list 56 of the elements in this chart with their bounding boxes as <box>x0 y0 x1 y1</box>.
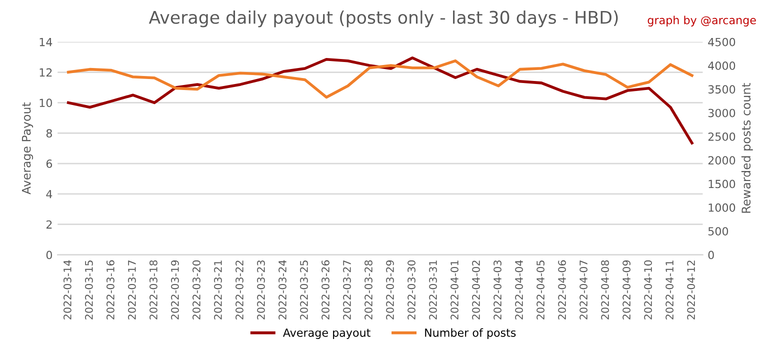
line-series <box>66 59 694 99</box>
x-tick-label: 2022-04-05 <box>536 260 544 320</box>
y2-tick-label: 2500 <box>708 132 736 141</box>
x-tick-label: 2022-03-29 <box>386 260 394 320</box>
y-tick-label: 4 <box>46 190 52 198</box>
x-tick-label: 2022-03-17 <box>128 260 136 320</box>
x-tick-label: 2022-04-06 <box>558 260 566 320</box>
y-tick-label: 14 <box>40 38 52 46</box>
x-tick-label: 2022-03-22 <box>236 260 244 320</box>
x-tick-label: 2022-04-02 <box>472 260 480 320</box>
x-tick-label: 2022-04-08 <box>601 260 609 320</box>
x-tick-label: 2022-03-18 <box>150 260 158 320</box>
y2-tick-label: 4000 <box>708 62 736 70</box>
y2-tick-label: 1000 <box>708 203 736 212</box>
y2-tick-label: 2000 <box>708 156 736 165</box>
x-tick-label: 2022-03-30 <box>408 260 416 320</box>
y-tick-label: 8 <box>46 129 52 138</box>
y-axis-title: Average Payout <box>22 102 34 194</box>
y2-tick-label: 3500 <box>708 85 736 94</box>
x-tick-label: 2022-04-11 <box>666 260 674 320</box>
y-tick-label: 2 <box>46 220 52 229</box>
x-tick-label: 2022-03-15 <box>85 260 93 320</box>
x-tick-label: 2022-03-28 <box>364 260 372 320</box>
y-tick-label: 6 <box>46 160 52 168</box>
x-tick-label: 2022-04-09 <box>622 260 630 320</box>
chart-title: Average daily payout (posts only - last 30 days - HBD) <box>148 10 618 28</box>
x-tick-label: 2022-03-20 <box>192 260 200 320</box>
x-tick-label: 2022-03-27 <box>343 260 351 320</box>
x-tick-label: 2022-03-19 <box>171 260 179 320</box>
y2-tick-label: 500 <box>708 227 728 236</box>
x-tick-label: 2022-04-12 <box>687 260 695 320</box>
y-tick-label: 0 <box>46 250 52 260</box>
x-tick-label: 2022-04-07 <box>580 260 588 320</box>
y2-tick-label: 1500 <box>708 180 736 188</box>
y2-tick-label: 0 <box>708 250 714 260</box>
y2-tick-label: 4500 <box>708 38 736 46</box>
legend-label: Number of posts <box>425 328 516 339</box>
x-tick-label: 2022-04-10 <box>644 260 652 320</box>
x-tick-label: 2022-03-24 <box>278 260 286 320</box>
y-tick-label: 12 <box>40 68 52 77</box>
x-tick-label: 2022-03-25 <box>300 260 308 320</box>
x-tick-label: 2022-03-31 <box>429 260 437 320</box>
x-tick-label: 2022-04-04 <box>515 260 523 320</box>
x-tick-label: 2022-03-21 <box>214 260 222 320</box>
legend-label: Average payout <box>282 328 370 339</box>
y2-tick-label: 3000 <box>708 108 736 118</box>
x-tick-label: 2022-03-26 <box>322 260 330 320</box>
x-tick-label: 2022-03-16 <box>106 260 114 320</box>
y-tick-label: 10 <box>40 98 52 108</box>
y2-axis-title: Rewarded posts count <box>741 83 753 213</box>
x-tick-label: 2022-04-03 <box>494 260 502 320</box>
x-tick-label: 2022-03-23 <box>257 260 265 320</box>
line-series <box>66 56 694 144</box>
text: graph by @arcange <box>648 16 756 26</box>
x-tick-label: 2022-04-01 <box>450 260 458 320</box>
x-tick-label: 2022-03-14 <box>63 260 72 320</box>
